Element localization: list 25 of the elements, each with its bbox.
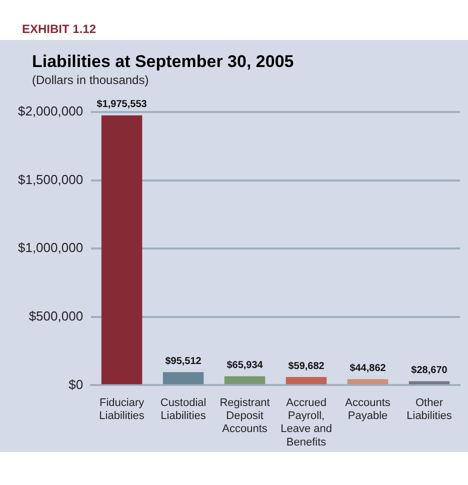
- bar: [286, 377, 327, 384]
- bar: [224, 376, 266, 384]
- data-label: $95,512: [165, 356, 202, 367]
- y-tick-label: $1,000,000: [18, 240, 84, 256]
- y-tick-label: $500,000: [28, 308, 84, 324]
- y-tick-label: $0: [68, 376, 84, 392]
- y-tick-label: $2,000,000: [18, 104, 84, 119]
- x-tick-label: Accrued Payroll, Leave and Benefits: [280, 396, 332, 448]
- data-label: $44,862: [350, 362, 386, 374]
- data-label: $1,975,553: [96, 99, 148, 110]
- bar: [101, 115, 142, 384]
- x-tick-label: Registrant Deposit Accounts: [220, 396, 270, 436]
- bar: [162, 372, 204, 384]
- y-tick-label: $1,500,000: [18, 172, 84, 187]
- x-tick-label: Accounts Payable: [345, 396, 391, 422]
- data-label: $28,670: [411, 365, 448, 376]
- x-tick-label: Custodial Liabilities: [160, 396, 206, 422]
- bar: [347, 379, 388, 384]
- x-tick-label: Fiduciary Liabilities: [99, 396, 145, 422]
- chart-title: Liabilities at September 30, 2005: [32, 52, 294, 72]
- chart-subtitle: (Dollars in thousands): [32, 73, 149, 87]
- data-label: $59,682: [288, 360, 325, 372]
- text: EXHIBIT 1.12: [22, 22, 96, 36]
- data-label: $65,934: [226, 360, 264, 371]
- x-tick-label: Other Liabilities: [406, 396, 452, 422]
